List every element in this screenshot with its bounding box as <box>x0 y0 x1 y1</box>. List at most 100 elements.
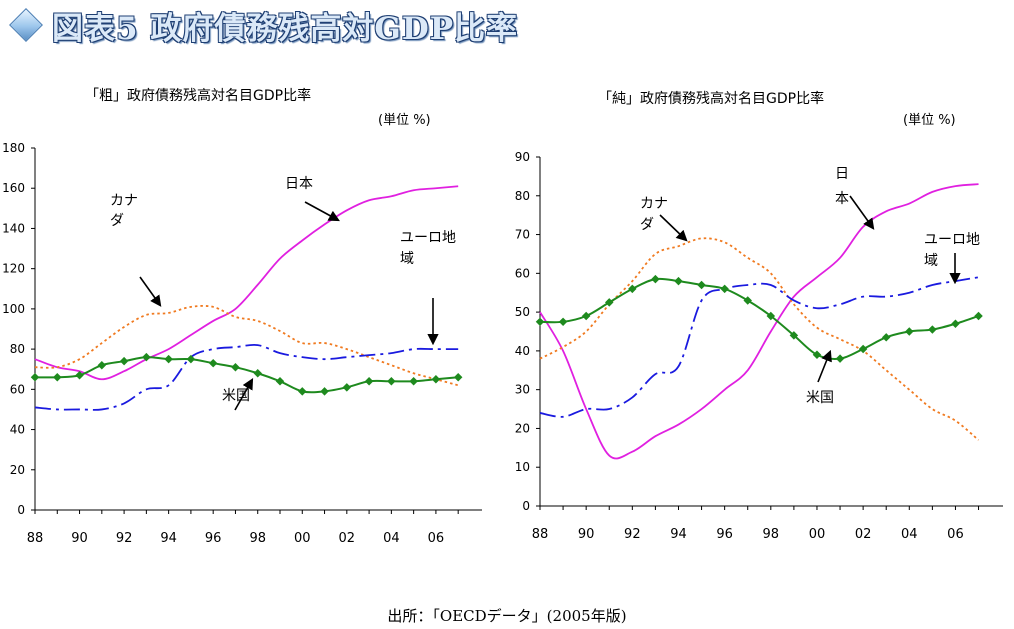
chart-unit: (単位 %) <box>903 112 956 128</box>
x-tick-label: 02 <box>339 531 356 546</box>
series-marker <box>858 344 868 354</box>
x-tick-label: 00 <box>294 531 311 546</box>
series-marker <box>453 373 463 382</box>
series-marker <box>75 371 84 380</box>
x-tick-label: 92 <box>116 531 133 546</box>
series-label: 米国 <box>806 390 834 406</box>
y-tick-label: 60 <box>10 382 25 396</box>
chart-title: 「純」政府債務残高対名目GDP比率 <box>598 90 824 107</box>
series-marker <box>628 284 637 294</box>
annotation-arrow <box>304 201 340 222</box>
x-tick-label: 04 <box>383 531 400 546</box>
y-tick-label: 120 <box>2 262 25 276</box>
series-marker <box>905 327 914 336</box>
series-marker <box>928 325 937 334</box>
series-label: ダ <box>640 217 654 233</box>
series-line-ユーロ地域 <box>539 276 979 418</box>
page-title: 図表5 政府債務残高対GDP比率 <box>52 10 519 47</box>
y-tick-label: 40 <box>10 423 25 437</box>
series-marker <box>298 387 307 396</box>
series-marker <box>743 296 752 305</box>
series-marker <box>535 317 545 327</box>
series-marker <box>651 274 660 284</box>
y-tick-label: 10 <box>515 460 530 474</box>
series-label: カナ <box>110 193 138 209</box>
y-tick-label: 30 <box>515 383 530 397</box>
series-label: ユーロ地 <box>924 232 980 248</box>
chart-gross: 「粗」政府債務残高対名目GDP比率(単位 %)02040608010012014… <box>2 87 482 546</box>
series-marker <box>208 358 218 368</box>
y-tick-label: 80 <box>10 342 25 356</box>
series-line-日本 <box>34 185 459 381</box>
series-marker <box>30 373 40 382</box>
series-label: 本 <box>835 191 849 207</box>
annotation-arrow <box>849 195 875 230</box>
y-tick-label: 0 <box>17 503 25 517</box>
y-tick-label: 0 <box>522 499 530 513</box>
y-tick-label: 80 <box>515 189 530 203</box>
chart-title: 「粗」政府債務残高対名目GDP比率 <box>85 87 311 104</box>
y-tick-label: 140 <box>2 221 25 235</box>
x-tick-label: 94 <box>160 531 177 546</box>
series-marker <box>231 362 240 372</box>
x-tick-label: 88 <box>27 531 44 546</box>
x-tick-label: 94 <box>670 527 687 542</box>
series-label: カナ <box>640 196 668 212</box>
series-line-日本 <box>539 183 979 460</box>
x-tick-label: 98 <box>763 527 780 542</box>
series-marker <box>951 319 960 328</box>
series-label: ユーロ地 <box>400 230 456 246</box>
x-tick-label: 90 <box>578 527 595 542</box>
x-tick-label: 98 <box>249 531 266 546</box>
series-marker <box>387 377 396 386</box>
series-marker <box>275 377 285 386</box>
series-line-カナダ <box>539 237 980 441</box>
series-marker <box>119 356 129 366</box>
series-marker <box>766 311 776 321</box>
annotation-arrow <box>659 214 688 242</box>
series-marker <box>697 280 706 290</box>
source-note: 出所：「OECDデータ」(2005年版) <box>387 607 627 625</box>
series-label: 日 <box>835 166 849 182</box>
series-marker <box>53 373 62 382</box>
x-tick-label: 00 <box>809 527 826 542</box>
chart-unit: (単位 %) <box>378 112 431 128</box>
series-marker <box>431 375 441 384</box>
series-marker <box>881 333 891 342</box>
y-tick-label: 20 <box>10 463 25 477</box>
series-line-ユーロ地域 <box>34 343 459 411</box>
series-label: 域 <box>400 251 414 267</box>
series-marker <box>558 317 568 327</box>
series-marker <box>342 383 352 392</box>
annotation-arrow <box>234 378 254 411</box>
y-tick-label: 60 <box>515 266 530 280</box>
series-marker <box>812 350 822 360</box>
series-marker <box>164 354 173 364</box>
annotation-arrow <box>817 349 832 383</box>
series-marker <box>97 360 107 370</box>
x-tick-label: 04 <box>901 527 918 542</box>
series-marker <box>835 354 845 363</box>
series-marker <box>253 369 262 378</box>
x-tick-label: 06 <box>947 527 964 542</box>
y-tick-label: 40 <box>515 344 530 358</box>
series-marker <box>320 387 329 396</box>
series-line-米国 <box>34 356 459 394</box>
y-tick-label: 20 <box>515 421 530 435</box>
series-marker <box>364 377 374 386</box>
series-marker <box>142 352 151 362</box>
x-tick-label: 90 <box>71 531 88 546</box>
x-tick-label: 88 <box>532 527 549 542</box>
y-tick-label: 180 <box>2 141 25 155</box>
series-marker <box>581 311 591 321</box>
x-tick-label: 02 <box>855 527 872 542</box>
series-label: ダ <box>110 213 124 229</box>
x-tick-label: 92 <box>624 527 641 542</box>
x-tick-label: 96 <box>716 527 733 542</box>
page-header: 図表5 政府債務残高対GDP比率 <box>8 2 518 48</box>
y-tick-label: 90 <box>515 150 530 164</box>
series-marker <box>674 276 683 286</box>
series-marker <box>409 377 418 386</box>
x-tick-label: 06 <box>428 531 445 546</box>
series-marker <box>789 331 799 340</box>
